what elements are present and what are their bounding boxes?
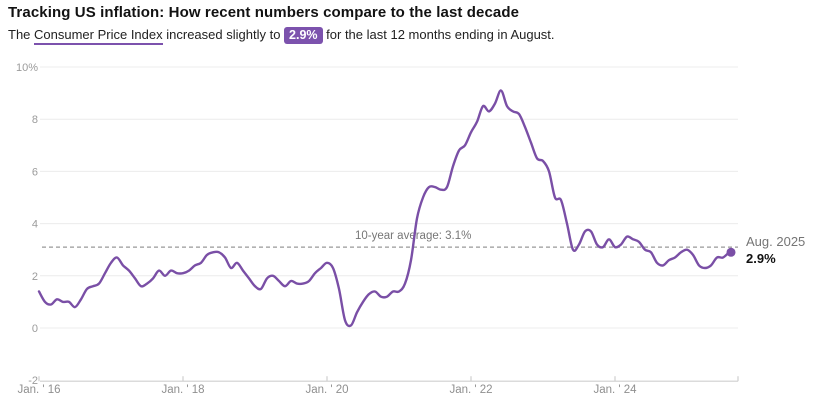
y-tick-label: 0 bbox=[32, 323, 38, 335]
x-tick-label: Jan. ' 24 bbox=[593, 384, 637, 396]
x-tick-label: Jan. ' 22 bbox=[449, 384, 492, 396]
y-tick-label: 2 bbox=[32, 271, 38, 283]
end-annotation-value: 2.9% bbox=[746, 251, 776, 266]
subtitle-prefix: The bbox=[8, 27, 35, 42]
x-axis: Jan. ' 16 Jan. ' 18 Jan. ' 20 Jan. ' 22 Jan.… bbox=[17, 376, 739, 396]
chart-subtitle: The Consumer Price Index increased sligh… bbox=[8, 27, 555, 45]
y-tick-label: 8 bbox=[32, 114, 38, 126]
cpi-line-series bbox=[37, 89, 731, 328]
y-tick-label: 10% bbox=[16, 62, 38, 74]
y-gridlines bbox=[40, 66, 738, 329]
y-tick-label: 4 bbox=[32, 219, 38, 231]
ten-year-average-label: 10-year average: 3.1% bbox=[355, 230, 471, 242]
x-tick-label: Jan. ' 16 bbox=[17, 384, 60, 396]
page-title: Tracking US inflation: How recent number… bbox=[8, 4, 520, 21]
cpi-index-link[interactable]: Consumer Price Index bbox=[34, 27, 163, 45]
latest-point-dot bbox=[726, 247, 736, 257]
current-rate-badge: 2.9% bbox=[284, 27, 323, 44]
y-axis-labels: 10% 8 6 4 2 0 -2 bbox=[16, 62, 38, 387]
x-tick-label: Jan. ' 20 bbox=[305, 384, 348, 396]
subtitle-mid: increased slightly to bbox=[162, 27, 285, 42]
end-annotation-date: Aug. 2025 bbox=[746, 234, 805, 249]
x-tick-label: Jan. ' 18 bbox=[161, 384, 204, 396]
subtitle-suffix: for the last 12 months ending in August. bbox=[322, 27, 555, 42]
y-tick-label: -2 bbox=[28, 375, 38, 387]
y-tick-label: 6 bbox=[32, 166, 38, 178]
